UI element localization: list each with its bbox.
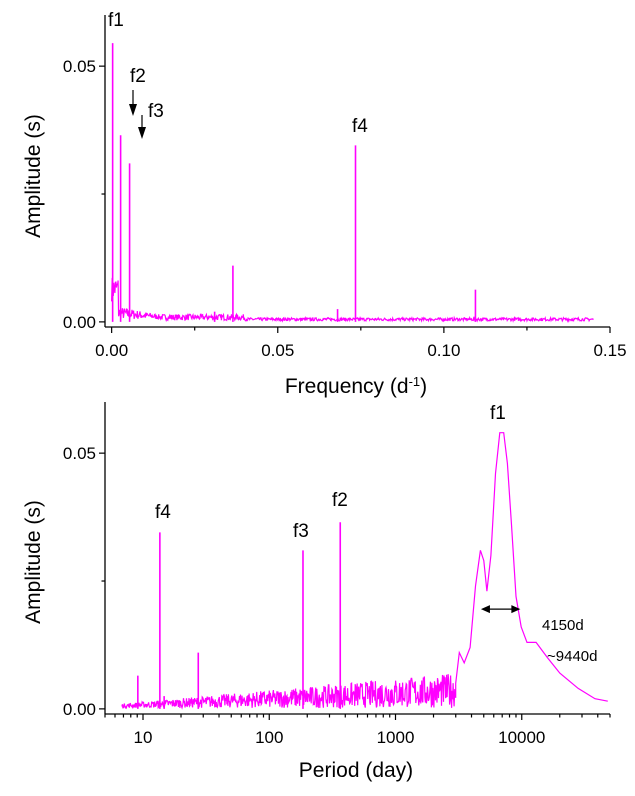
top-arrow-f3 [138, 115, 146, 139]
top-arrow-f2 [129, 90, 137, 116]
bottom-ticks-group: 10 100 1000 10000 0.00 0.05 [63, 444, 611, 747]
bottom-y-tick-label: 0.00 [63, 700, 96, 719]
bottom-peak-labels: f4 f3 f2 f1 [155, 403, 506, 542]
top-peak-label-f2: f2 [130, 66, 146, 87]
bottom-peak-label-f1: f1 [490, 403, 506, 424]
top-y-axis-label: Amplitude (s) [22, 114, 45, 238]
bottom-x-tick-label: 10 [134, 728, 153, 747]
bottom-y-tick-label: 0.05 [63, 444, 96, 463]
top-peak-label-f1: f1 [108, 10, 124, 31]
top-x-tick-label: 0.10 [427, 341, 460, 360]
top-ticks-group: 0.00 0.05 0.10 0.15 0.00 0.05 [63, 57, 627, 360]
bottom-peak-label-f3: f3 [293, 521, 309, 542]
bottom-y-axis-label: Amplitude (s) [22, 500, 45, 624]
bottom-x-tick-label: 100 [255, 728, 283, 747]
bottom-spectrum-line [121, 432, 608, 710]
width-arrow-right-head [511, 605, 521, 614]
bottom-x-tick-label: 10000 [498, 728, 545, 747]
annotation-9440d: ~9440d [547, 648, 597, 665]
bottom-peak-label-f2: f2 [332, 490, 348, 511]
bottom-x-tick-label: 1000 [377, 728, 415, 747]
top-peak-label-f3: f3 [148, 101, 164, 122]
top-spectrum-line [111, 277, 594, 323]
width-double-arrow [480, 605, 521, 614]
top-y-tick-label: 0.05 [63, 57, 96, 76]
top-x-tick-label: 0.05 [261, 341, 294, 360]
width-arrow-left-head [480, 605, 490, 614]
top-y-tick-label: 0.00 [63, 313, 96, 332]
top-x-tick-label: 0.00 [95, 341, 128, 360]
bottom-x-axis-label: Period (day) [299, 759, 413, 782]
top-peak-label-f4: f4 [352, 116, 368, 137]
bottom-peak-label-f4: f4 [155, 502, 171, 523]
annotation-4150d: 4150d [542, 617, 584, 634]
top-spike-group [111, 43, 477, 322]
top-panel: 0.00 0.05 0.10 0.15 0.00 0.05 Amplitude (s) F… [22, 10, 627, 398]
bottom-spike-group [137, 522, 342, 709]
top-x-tick-label: 0.15 [593, 341, 626, 360]
bottom-panel: 10 100 1000 10000 0.00 0.05 Amplitude (s) Per… [22, 402, 611, 782]
top-x-axis-label: Frequency (d-1) [285, 374, 427, 399]
